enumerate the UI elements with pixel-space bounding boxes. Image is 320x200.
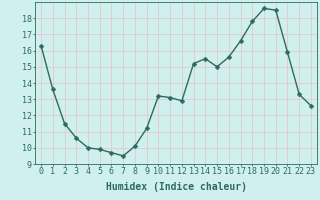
X-axis label: Humidex (Indice chaleur): Humidex (Indice chaleur) — [106, 182, 246, 192]
